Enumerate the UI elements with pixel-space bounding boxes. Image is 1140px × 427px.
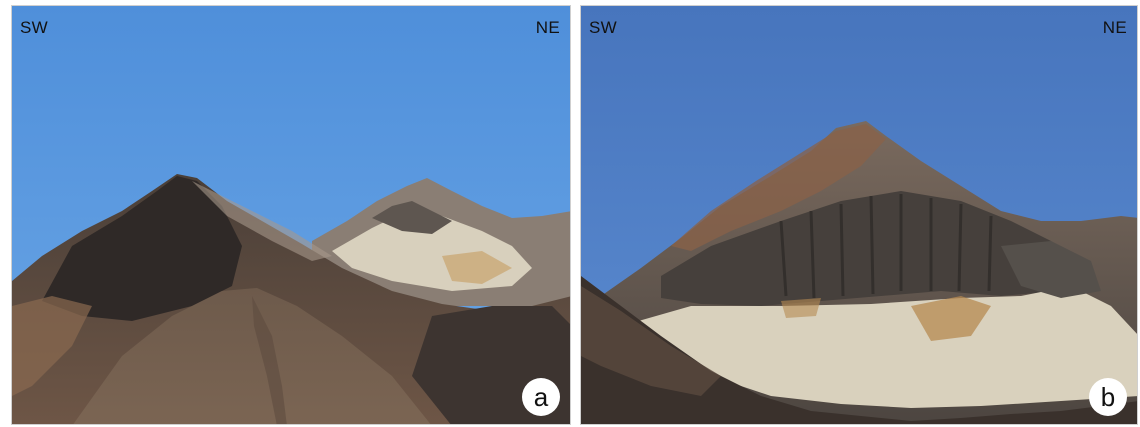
direction-label-ne-a: NE	[535, 18, 560, 37]
mountain-photo-b	[581, 6, 1137, 424]
direction-label-ne-b: NE	[1102, 18, 1127, 37]
direction-label-sw-a: SW	[20, 18, 48, 37]
mountain-photo-a	[12, 6, 570, 424]
panel-label-a: a	[522, 378, 560, 416]
direction-label-sw-b: SW	[589, 18, 617, 37]
photo-panel-a: SW NE a	[11, 5, 571, 425]
panel-label-b: b	[1089, 378, 1127, 416]
photo-panel-b: SW NE b	[580, 5, 1138, 425]
